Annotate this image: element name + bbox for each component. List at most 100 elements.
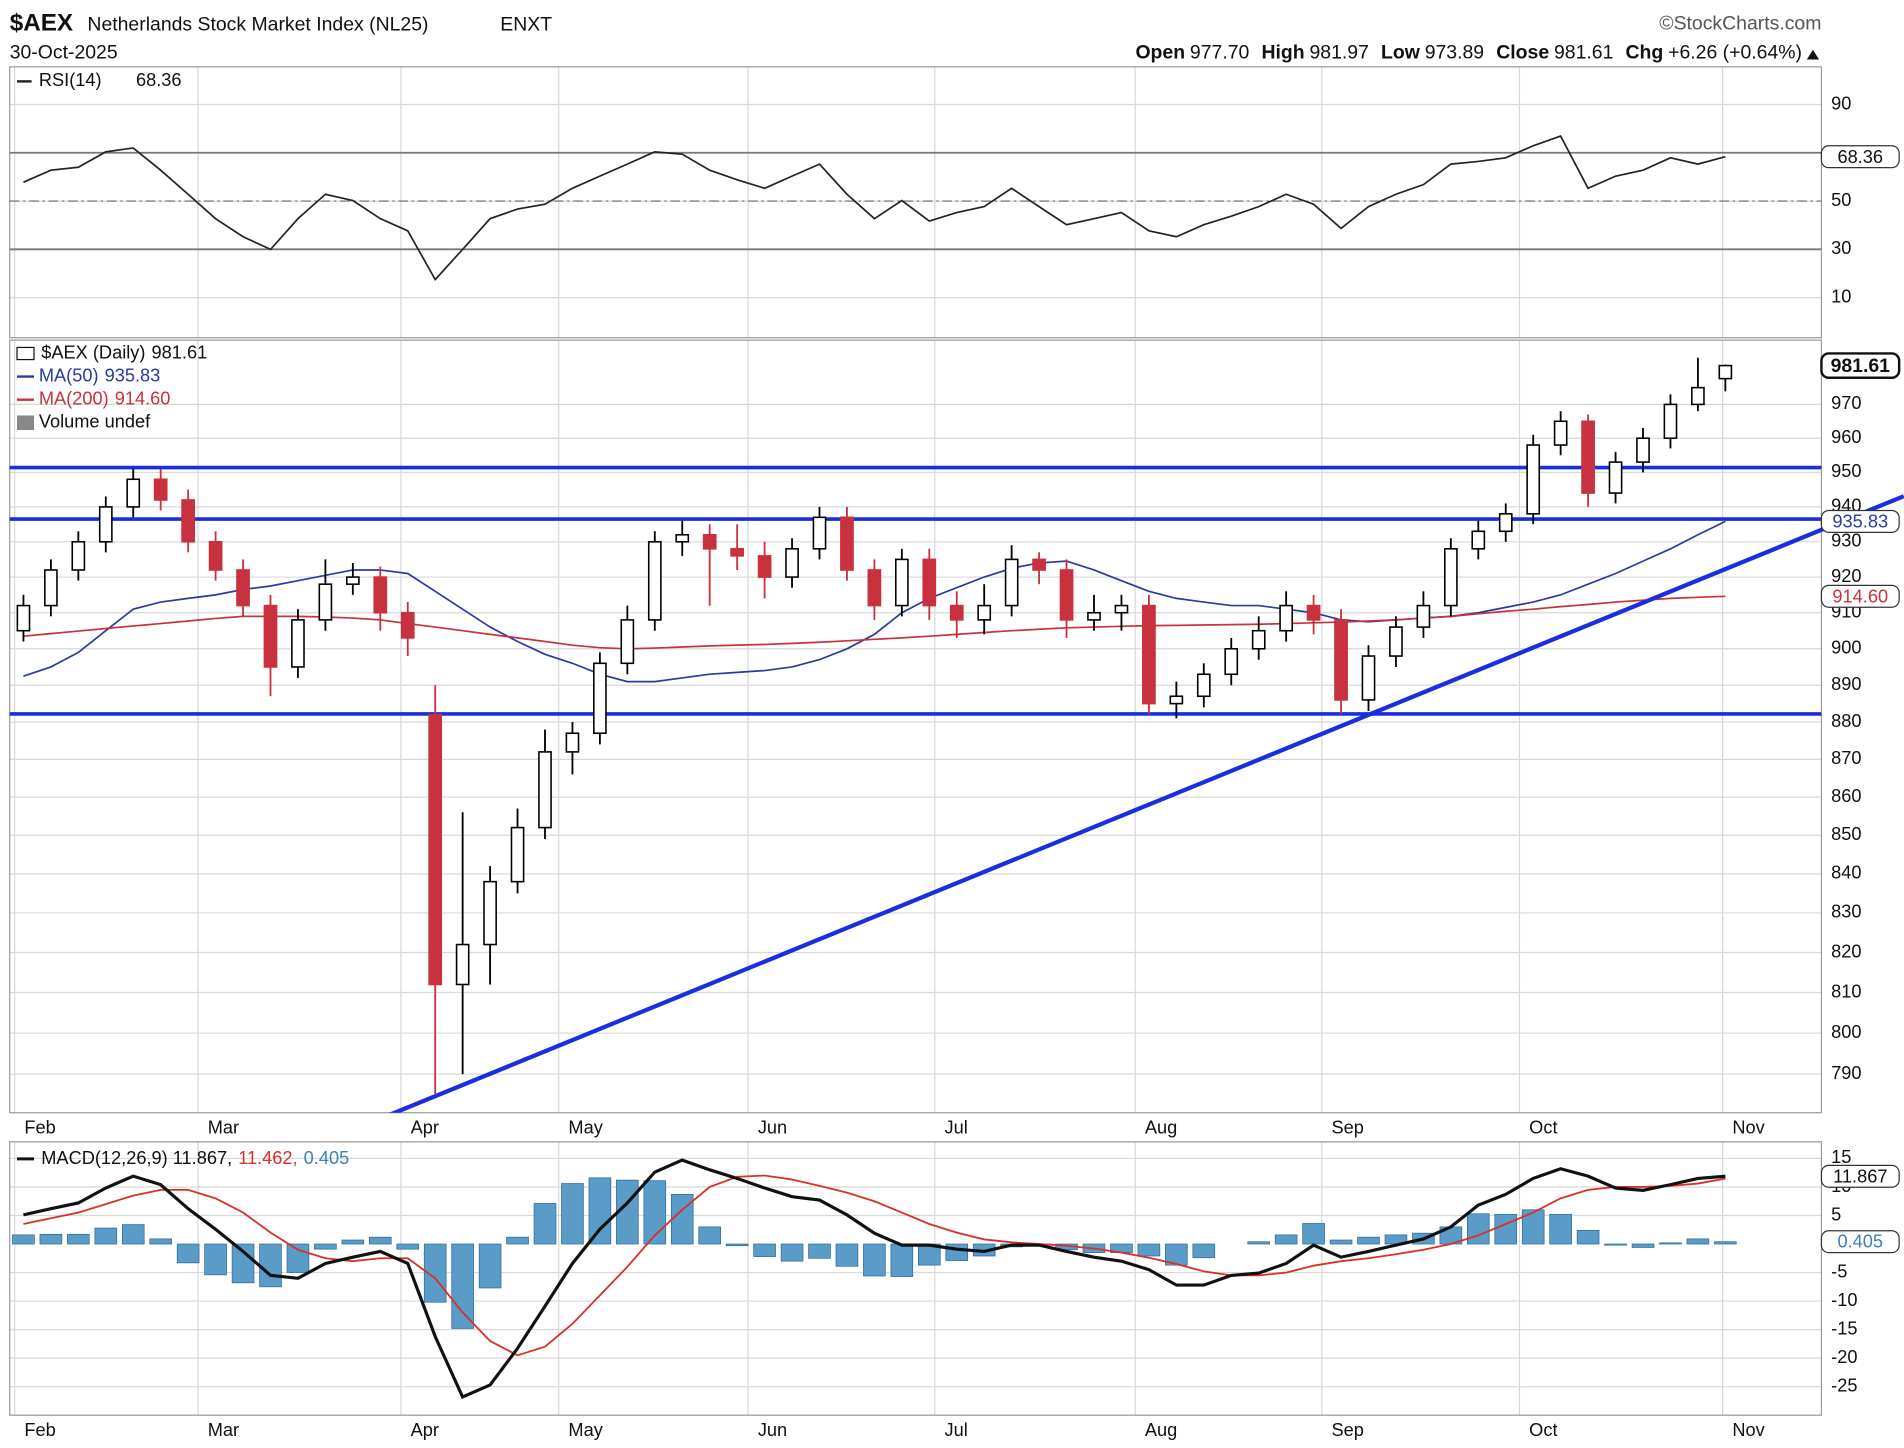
price-legend-name: $AEX (Daily) — [41, 342, 145, 362]
exchange: ENXT — [500, 14, 552, 36]
candle-body — [126, 478, 141, 508]
candle-body — [1334, 619, 1348, 701]
y-tick-label: 870 — [1831, 748, 1861, 768]
histogram-bar — [204, 1243, 227, 1276]
candle-body — [208, 541, 223, 571]
histogram-bar — [1247, 1241, 1270, 1245]
ma-legend: MA(200) 914.60 — [39, 388, 171, 408]
value-box-bg — [1820, 1230, 1900, 1254]
x-tick-label: Apr — [411, 1117, 439, 1137]
value-box-label: 914.60 — [1832, 586, 1888, 606]
candle-body — [428, 713, 443, 986]
histogram-bar — [314, 1243, 337, 1250]
candle-body — [675, 534, 690, 543]
y-tick-label: 840 — [1831, 863, 1861, 883]
y-tick-label: 880 — [1831, 711, 1861, 731]
candle-body — [1224, 647, 1239, 676]
moving-average — [23, 595, 1726, 650]
candle-body — [236, 569, 250, 607]
x-tick-label: Feb — [24, 1117, 55, 1137]
candle-body — [1389, 626, 1403, 657]
y-tick-label: 900 — [1831, 638, 1861, 658]
quote-label: High — [1261, 42, 1304, 64]
symbol: $AEX — [10, 10, 73, 37]
copyright: ©StockCharts.com — [1659, 12, 1821, 34]
histogram-bar — [94, 1227, 118, 1245]
y-tick-label: 30 — [1831, 238, 1851, 258]
x-tick-label: Jul — [945, 1420, 968, 1440]
candle-body — [153, 478, 168, 501]
candle-body — [1691, 386, 1705, 406]
histogram-bar — [231, 1243, 255, 1284]
ma-legend-value: 914.60 — [115, 388, 171, 408]
candle-body — [1636, 437, 1650, 463]
histogram-bar — [561, 1183, 584, 1245]
candle-body — [565, 732, 580, 753]
candle-body — [1279, 604, 1294, 632]
candle-body — [291, 619, 305, 668]
x-tick-label: Mar — [208, 1420, 239, 1440]
candle-body — [785, 548, 799, 578]
candle-body — [840, 516, 854, 571]
y-tick-label: 830 — [1831, 902, 1861, 922]
value-box-bg — [1820, 145, 1900, 169]
y-tick-label: 5 — [1831, 1204, 1841, 1224]
ma-legend-value: 935.83 — [105, 365, 161, 385]
quote-label: Close — [1496, 42, 1549, 64]
histogram-bar — [149, 1238, 172, 1245]
histogram-bar — [808, 1243, 831, 1259]
histogram-bar — [1631, 1243, 1655, 1248]
histogram-bar — [1274, 1234, 1298, 1245]
candle-body — [44, 569, 58, 607]
x-tick-label: Jun — [758, 1117, 787, 1137]
ma-legend: MA(50) 935.83 — [39, 365, 160, 385]
y-tick-label: 890 — [1831, 674, 1861, 694]
histogram-bar — [698, 1226, 721, 1245]
x-tick-label: Aug — [1145, 1117, 1177, 1137]
rsi-legend-value: 68.36 — [136, 70, 182, 90]
x-tick-label: May — [568, 1420, 603, 1440]
quote-label: Open — [1135, 42, 1185, 64]
rsi-line — [23, 135, 1726, 281]
y-tick-label: 850 — [1831, 824, 1861, 844]
quote: Open 977.70 High 981.97 Low 973.89 Close 981.61… — [1135, 42, 1802, 64]
y-tick-label: 960 — [1831, 427, 1861, 447]
candle-body — [593, 662, 607, 735]
histogram-bar — [1357, 1236, 1380, 1245]
candle-body — [620, 619, 635, 665]
candle-body — [922, 558, 937, 607]
volume-legend: Volume undef — [39, 412, 151, 432]
macd-legend-part: 11.462, — [238, 1148, 297, 1168]
histogram-bar — [1137, 1243, 1161, 1257]
x-tick-label: Nov — [1732, 1420, 1765, 1440]
rsi-legend: RSI(14) — [39, 70, 102, 90]
x-tick-label: Apr — [411, 1420, 439, 1440]
quote-value: 973.89 — [1425, 42, 1484, 64]
candle-body — [455, 943, 470, 986]
histogram-bar — [890, 1243, 914, 1277]
candle-body — [977, 604, 992, 621]
candle-body — [1553, 420, 1568, 446]
histogram-bar — [835, 1243, 859, 1267]
ma-legend-name: MA(200) — [39, 388, 109, 408]
x-tick-label: Mar — [208, 1117, 239, 1137]
candle-body — [98, 506, 113, 543]
histogram-bar — [1686, 1238, 1710, 1245]
candle-body — [812, 516, 827, 550]
y-tick-label: -15 — [1831, 1318, 1857, 1338]
candle-body — [702, 534, 717, 550]
candle-body — [1471, 530, 1486, 550]
candle-body — [1581, 420, 1595, 494]
legend-icon — [17, 415, 34, 431]
histogram-bar — [863, 1243, 886, 1277]
value-box-bg — [1820, 509, 1900, 533]
legend-icon — [16, 346, 35, 361]
histogram-bar — [12, 1234, 35, 1245]
histogram-bar — [341, 1239, 365, 1245]
candle-body — [1663, 403, 1678, 440]
value-box-label: 981.61 — [1831, 355, 1891, 377]
candle-body — [757, 555, 772, 578]
value-box-label: 68.36 — [1838, 147, 1884, 167]
candle-body — [1142, 604, 1156, 705]
